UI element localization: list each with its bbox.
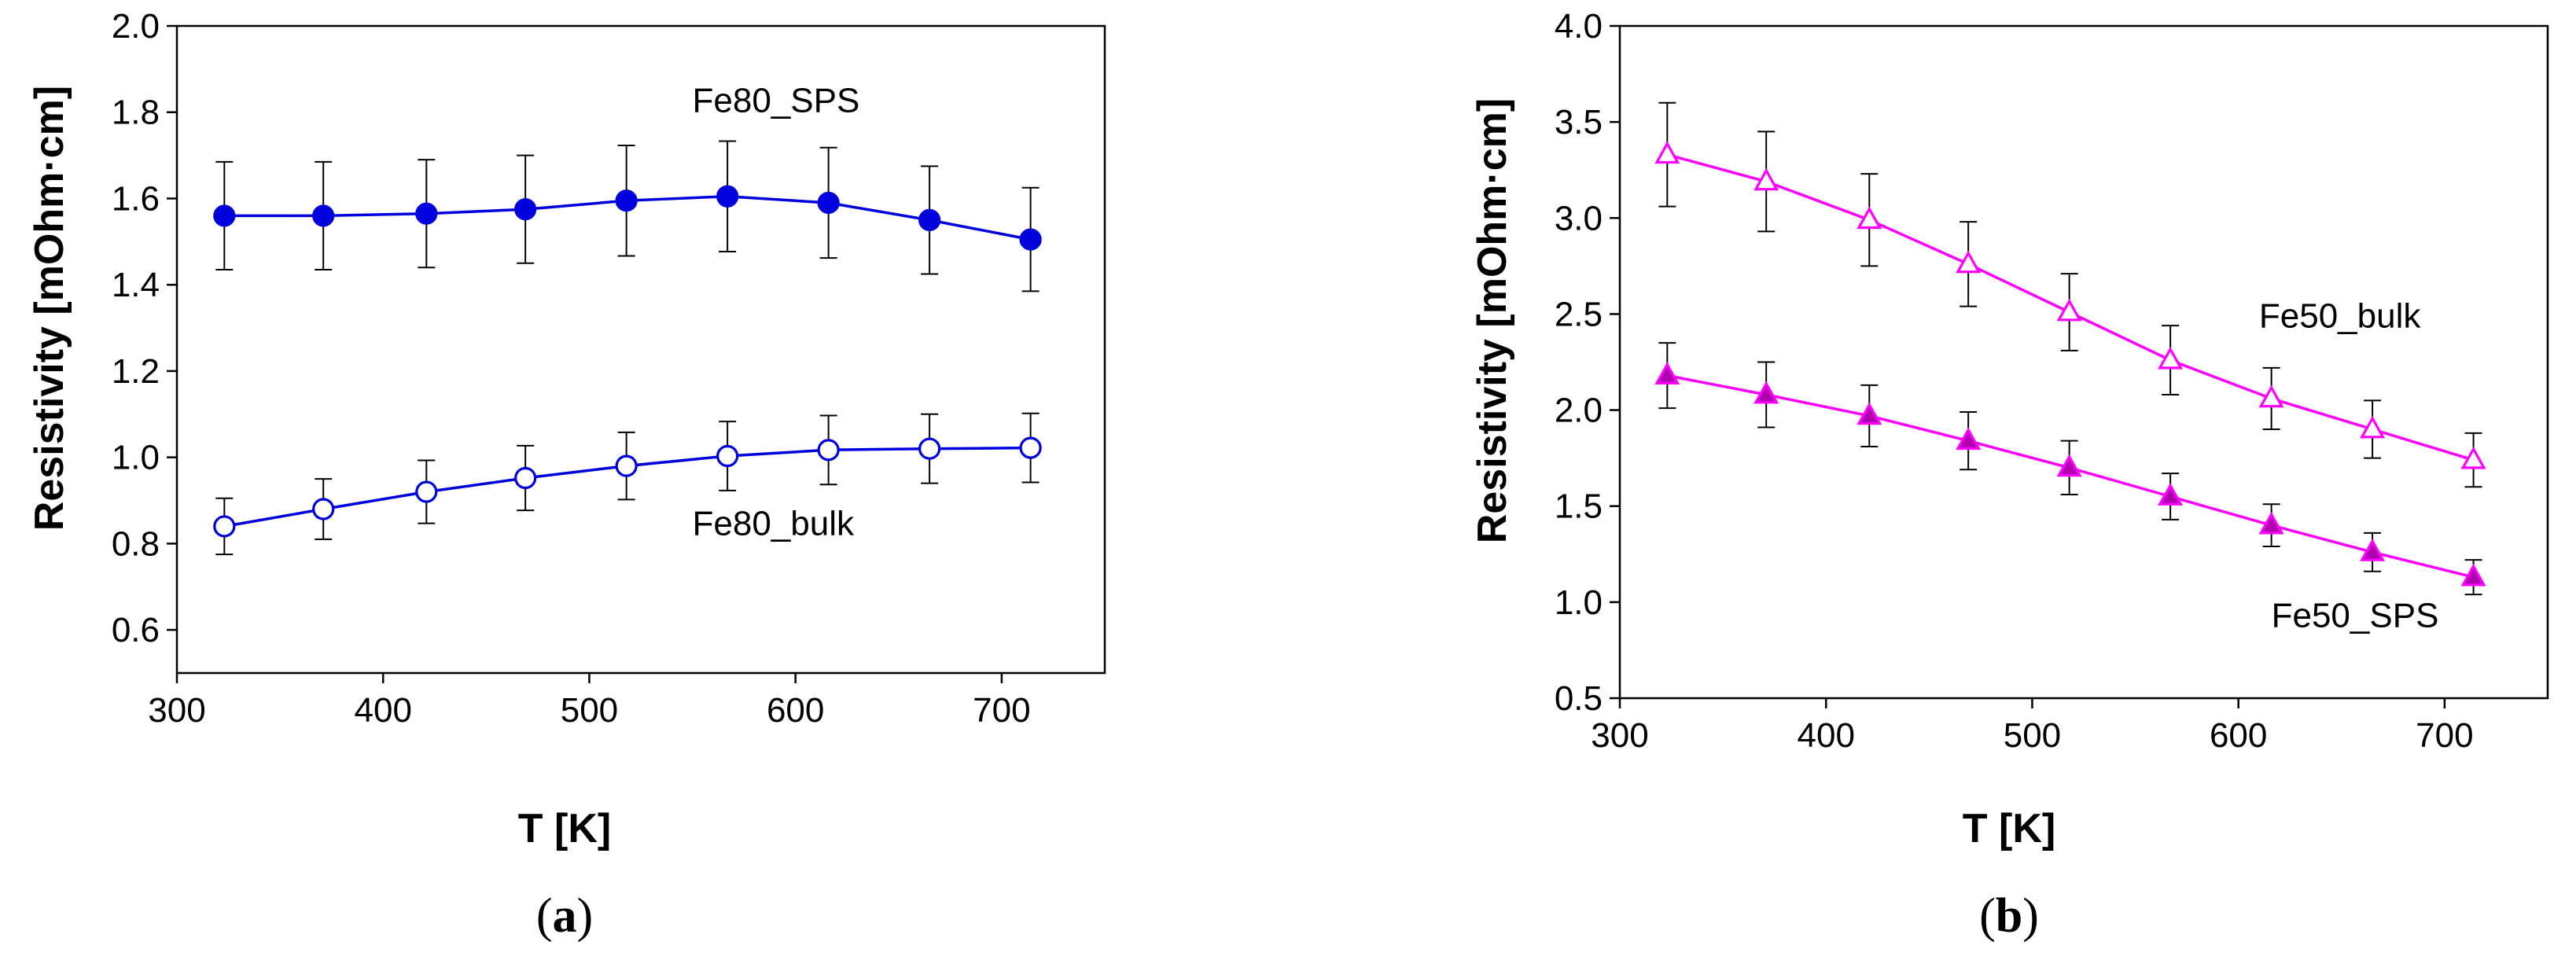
- data-point-fe80-bulk: [1019, 436, 1042, 459]
- plot-frame-a: [175, 24, 1106, 675]
- y-axis-title-a: Resistivity [mOhm·cm]: [27, 86, 72, 531]
- x-tick-label: 400: [1798, 716, 1855, 755]
- data-point-fe80-bulk: [312, 498, 335, 520]
- data-point-fe50-bulk: [2360, 415, 2386, 439]
- data-point-fe80-bulk: [415, 480, 438, 503]
- data-point-fe50-sps: [1956, 427, 1982, 451]
- series-labels-a: Fe80_SPS Fe80_bulk: [693, 82, 860, 543]
- x-tick-label: 600: [2210, 716, 2267, 755]
- y-tick-label: 3.5: [1555, 103, 1603, 142]
- data-point-fe50-sps: [2158, 483, 2184, 506]
- series-labels-b: Fe50_bulk Fe50_SPS: [2259, 297, 2439, 635]
- series-label-fe50-sps: Fe50_SPS: [2272, 597, 2439, 635]
- data-point-fe80-sps: [918, 208, 941, 231]
- x-tick-label: 400: [355, 691, 412, 730]
- data-point-fe50-sps: [1857, 402, 1882, 425]
- x-axis-title-b: T [K]: [1963, 806, 2055, 851]
- data-point-fe80-sps: [213, 204, 236, 227]
- x-tick-label: 600: [767, 691, 824, 730]
- panel-label-a: (a): [536, 889, 593, 943]
- series-label-fe80-bulk: Fe80_bulk: [693, 504, 855, 543]
- y-axis-b: 0.5 1.0 1.5 2.0 2.5 3.0 3.5 4.0: [1555, 7, 1620, 718]
- data-point-fe50-bulk: [2158, 346, 2184, 370]
- x-tick-label: 700: [2416, 716, 2473, 755]
- data-point-fe50-bulk: [2258, 384, 2284, 408]
- y-tick-label: 2.0: [1555, 392, 1603, 430]
- data-point-fe50-bulk: [1654, 141, 1680, 164]
- markers-b: [1654, 141, 2486, 587]
- x-tick-label: 300: [148, 691, 205, 730]
- markers-a: [213, 185, 1042, 538]
- data-point-fe80-sps: [312, 204, 335, 227]
- y-tick-label: 0.6: [112, 611, 160, 649]
- data-point-fe50-sps: [2460, 563, 2486, 587]
- x-axis-a: 300 400 500 600 700: [148, 673, 1031, 730]
- panel-label-b: (b): [1979, 889, 2039, 943]
- x-axis-b: 300 400 500 600 700: [1591, 698, 2474, 755]
- data-point-fe80-sps: [415, 202, 438, 225]
- plot-frame-b: [1618, 24, 2549, 700]
- y-tick-label: 1.0: [1555, 583, 1603, 622]
- data-point-fe50-sps: [2258, 511, 2284, 535]
- x-tick-label: 700: [973, 691, 1030, 730]
- y-tick-label: 1.8: [112, 94, 160, 132]
- y-tick-label: 0.8: [112, 524, 160, 563]
- data-point-fe50-bulk: [1956, 250, 1982, 274]
- data-point-fe50-bulk: [1857, 206, 1882, 230]
- data-point-fe50-bulk: [1754, 167, 1779, 191]
- y-tick-label: 3.0: [1555, 199, 1603, 237]
- chart-panel-b: 0.5 1.0 1.5 2.0 2.5 3.0 3.5 4.0 300 400 500 600 700…: [1470, 7, 2549, 943]
- data-point-fe80-bulk: [918, 437, 941, 460]
- y-tick-label: 4.0: [1555, 7, 1603, 46]
- data-point-fe80-bulk: [514, 466, 537, 490]
- data-point-fe50-bulk: [2056, 298, 2082, 322]
- data-point-fe50-bulk: [2460, 446, 2486, 469]
- y-axis-title-b: Resistivity [mOhm·cm]: [1470, 98, 1515, 543]
- y-tick-label: 0.5: [1555, 679, 1603, 718]
- x-tick-label: 500: [2004, 716, 2061, 755]
- data-point-fe80-bulk: [817, 439, 840, 462]
- series-lines-b: [1666, 153, 2475, 579]
- error-bars-b: [1658, 101, 2482, 596]
- y-tick-label: 1.2: [112, 352, 160, 391]
- data-point-fe50-sps: [2360, 539, 2386, 561]
- x-tick-label: 500: [561, 691, 618, 730]
- data-point-fe80-sps: [514, 198, 537, 221]
- data-point-fe80-bulk: [716, 444, 739, 468]
- series-label-fe80-sps: Fe80_SPS: [693, 82, 860, 120]
- data-point-fe50-sps: [2056, 454, 2082, 477]
- chart-panel-a: 0.6 0.8 1.0 1.2 1.4 1.6 1.8 2.0 300 400 500 600 700…: [27, 7, 1106, 943]
- data-point-fe50-sps: [1754, 381, 1779, 404]
- x-tick-label: 300: [1591, 716, 1648, 755]
- data-point-fe80-sps: [1019, 228, 1042, 251]
- y-axis-a: 0.6 0.8 1.0 1.2 1.4 1.6 1.8 2.0: [112, 7, 177, 649]
- y-tick-label: 1.6: [112, 179, 160, 218]
- y-tick-label: 1.0: [112, 439, 160, 477]
- data-point-fe80-sps: [716, 185, 739, 208]
- y-tick-label: 1.4: [112, 266, 160, 304]
- y-tick-label: 1.5: [1555, 487, 1603, 526]
- y-tick-label: 2.0: [112, 7, 160, 46]
- y-tick-label: 2.5: [1555, 295, 1603, 333]
- data-point-fe80-sps: [615, 189, 638, 212]
- data-point-fe80-bulk: [615, 454, 638, 477]
- data-point-fe80-sps: [817, 191, 840, 215]
- series-label-fe50-bulk: Fe50_bulk: [2259, 297, 2421, 336]
- data-point-fe80-bulk: [213, 515, 236, 538]
- x-axis-title-a: T [K]: [518, 806, 611, 851]
- data-point-fe50-sps: [1654, 362, 1680, 384]
